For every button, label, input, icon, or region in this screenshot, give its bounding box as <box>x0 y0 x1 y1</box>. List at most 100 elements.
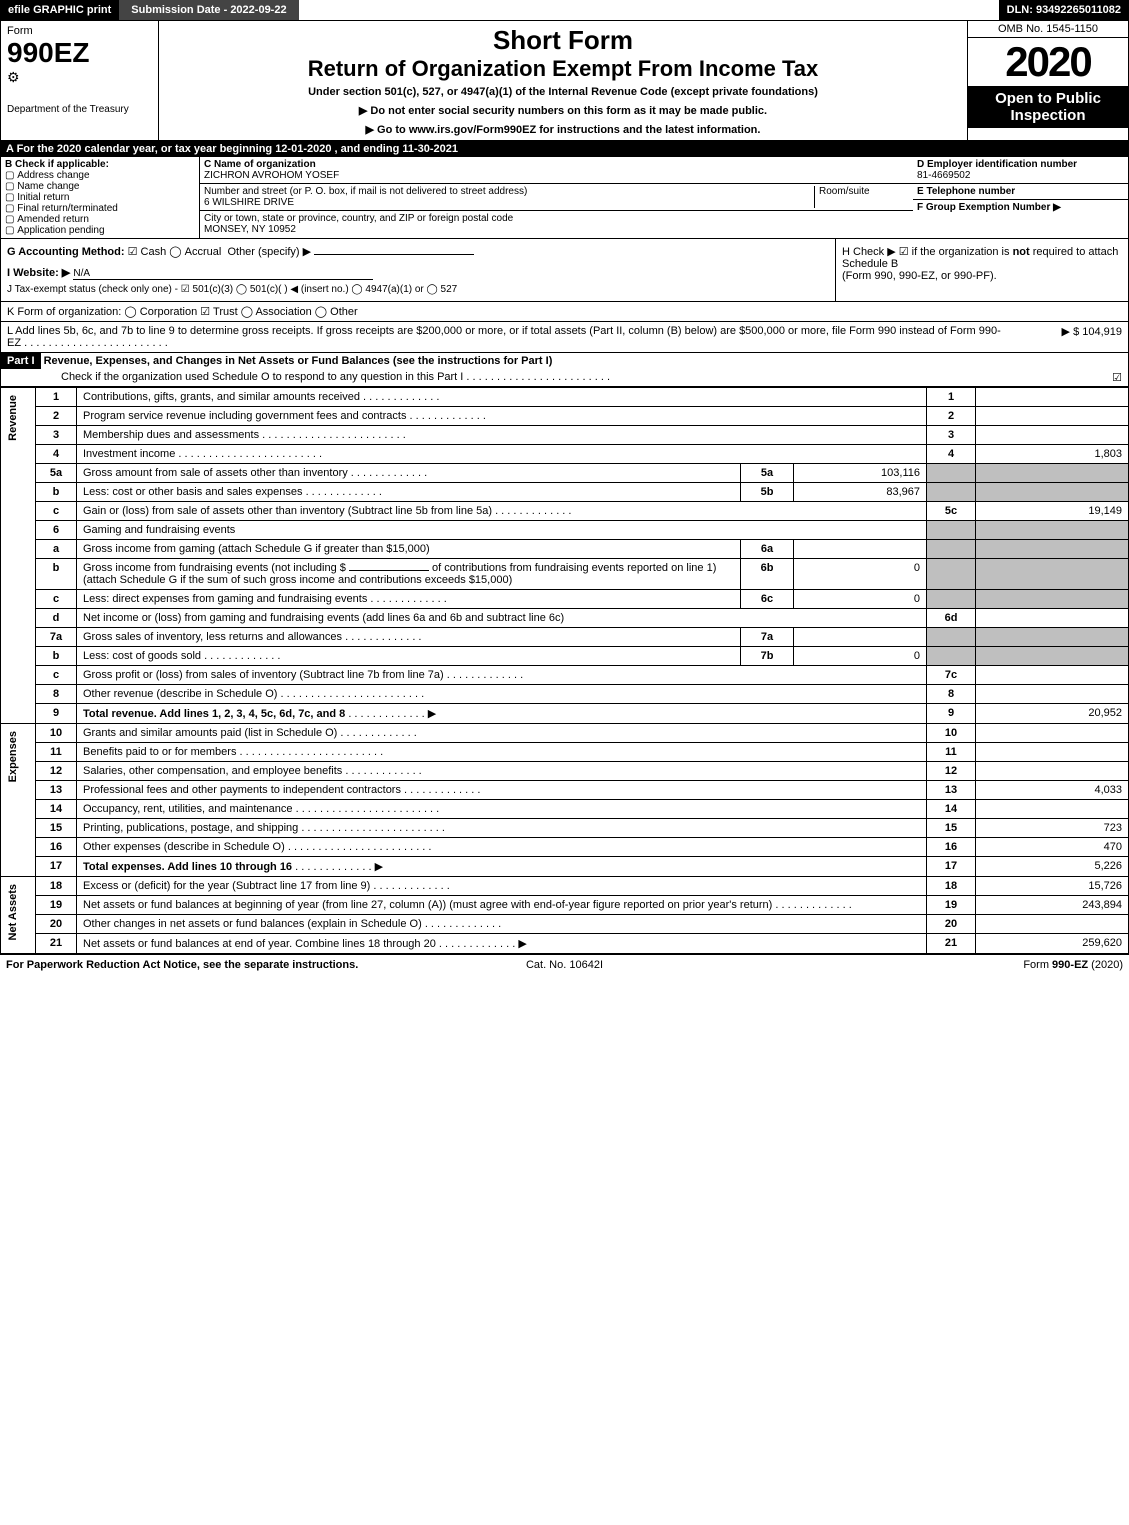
r5a-desc: Gross amount from sale of assets other t… <box>83 467 427 479</box>
r6b-d1: Gross income from fundraising events (no… <box>83 562 346 574</box>
r20-desc: Other changes in net assets or fund bala… <box>83 918 501 930</box>
r7a-sub: 7a <box>741 628 794 647</box>
part1-header: Part I Revenue, Expenses, and Changes in… <box>0 353 1129 387</box>
r5c-num: 5c <box>927 502 976 521</box>
r10-val <box>976 724 1129 743</box>
acct-other[interactable]: Other (specify) ▶ <box>227 246 311 258</box>
r7a-shade2 <box>976 628 1129 647</box>
gear-icon: ⚙ <box>7 69 152 86</box>
r12-val <box>976 762 1129 781</box>
box-e: E Telephone number <box>913 184 1128 200</box>
chk-amended[interactable]: ▢ Amended return <box>5 214 195 225</box>
r7b-sub: 7b <box>741 647 794 666</box>
box-c: C Name of organization ZICHRON AVROHOM Y… <box>200 157 913 238</box>
acct-cash[interactable]: Cash <box>141 246 167 258</box>
chk-name-change[interactable]: ▢ Name change <box>5 181 195 192</box>
chk-address-change[interactable]: ▢ Address change <box>5 170 195 181</box>
r19-desc: Net assets or fund balances at beginning… <box>83 899 852 911</box>
goto-link[interactable]: ▶ Go to www.irs.gov/Form990EZ for instru… <box>165 123 961 136</box>
r12-num: 12 <box>927 762 976 781</box>
r6b-subv: 0 <box>794 559 927 590</box>
r2-val <box>976 407 1129 426</box>
r6-desc: Gaming and fundraising events <box>77 521 927 540</box>
r18-num: 18 <box>927 877 976 896</box>
part1-chk[interactable]: ☑ <box>1112 371 1122 384</box>
r19-no: 19 <box>36 896 77 915</box>
r7a-desc: Gross sales of inventory, less returns a… <box>83 631 422 643</box>
r6b-sub: 6b <box>741 559 794 590</box>
r7b-shade <box>927 647 976 666</box>
r7a-subv <box>794 628 927 647</box>
chk-app-pending[interactable]: ▢ Application pending <box>5 225 195 236</box>
acct-accrual[interactable]: Accrual <box>185 246 222 258</box>
r7b-shade2 <box>976 647 1129 666</box>
opt-address-change: Address change <box>17 170 89 181</box>
org-name: ZICHRON AVROHOM YOSEF <box>204 170 339 181</box>
dept-treasury: Department of the Treasury <box>7 104 152 115</box>
r20-val <box>976 915 1129 934</box>
r20-no: 20 <box>36 915 77 934</box>
line-l-amount: ▶ $ 104,919 <box>1012 325 1122 349</box>
part1-tag: Part I <box>1 353 41 369</box>
r21-val: 259,620 <box>976 934 1129 954</box>
r6d-desc: Net income or (loss) from gaming and fun… <box>77 609 927 628</box>
r7c-desc: Gross profit or (loss) from sales of inv… <box>83 669 523 681</box>
city-box: City or town, state or province, country… <box>200 211 913 237</box>
r3-num: 3 <box>927 426 976 445</box>
r6b-no: b <box>36 559 77 590</box>
r7b-subv: 0 <box>794 647 927 666</box>
r11-desc: Benefits paid to or for members <box>83 746 383 758</box>
open-to-public: Open to Public Inspection <box>968 86 1128 128</box>
r7b-desc: Less: cost of goods sold <box>83 650 280 662</box>
top-bar: efile GRAPHIC print Submission Date - 20… <box>0 0 1129 20</box>
r14-no: 14 <box>36 800 77 819</box>
r13-val: 4,033 <box>976 781 1129 800</box>
r4-num: 4 <box>927 445 976 464</box>
r13-desc: Professional fees and other payments to … <box>83 784 480 796</box>
r5b-sub: 5b <box>741 483 794 502</box>
r6-shade <box>927 521 976 540</box>
ssn-warning: ▶ Do not enter social security numbers o… <box>165 104 961 117</box>
chk-final-return[interactable]: ▢ Final return/terminated <box>5 203 195 214</box>
opt-app-pending: Application pending <box>17 225 104 236</box>
room-suite-label: Room/suite <box>814 186 909 208</box>
r17-arrow: ▶ <box>375 861 383 873</box>
r15-num: 15 <box>927 819 976 838</box>
r10-num: 10 <box>927 724 976 743</box>
r6c-sub: 6c <box>741 590 794 609</box>
r5c-desc: Gain or (loss) from sale of assets other… <box>83 505 571 517</box>
netassets-vlabel: Net Assets <box>1 877 36 954</box>
line-h: H Check ▶ ☑ if the organization is not r… <box>835 239 1128 301</box>
r6c-shade <box>927 590 976 609</box>
r9-no: 9 <box>36 704 77 724</box>
part1-sub: Check if the organization used Schedule … <box>61 371 1112 384</box>
r6a-no: a <box>36 540 77 559</box>
chk-initial-return[interactable]: ▢ Initial return <box>5 192 195 203</box>
r16-num: 16 <box>927 838 976 857</box>
opt-initial-return: Initial return <box>17 192 69 203</box>
r5c-val: 19,149 <box>976 502 1129 521</box>
r9-val: 20,952 <box>976 704 1129 724</box>
gh-row: G Accounting Method: ☑ Cash ◯ Accrual Ot… <box>0 239 1129 302</box>
r3-desc: Membership dues and assessments <box>83 429 406 441</box>
r5b-no: b <box>36 483 77 502</box>
r20-num: 20 <box>927 915 976 934</box>
r7c-val <box>976 666 1129 685</box>
return-title: Return of Organization Exempt From Incom… <box>165 56 961 82</box>
street-label: Number and street (or P. O. box, if mail… <box>204 186 527 197</box>
opt-final-return: Final return/terminated <box>17 203 118 214</box>
r16-desc: Other expenses (describe in Schedule O) <box>83 841 431 853</box>
under-section-text: Under section 501(c), 527, or 4947(a)(1)… <box>165 86 961 98</box>
tax-year: 2020 <box>968 38 1128 86</box>
r7a-shade <box>927 628 976 647</box>
r14-val <box>976 800 1129 819</box>
r18-desc: Excess or (deficit) for the year (Subtra… <box>83 880 450 892</box>
r13-num: 13 <box>927 781 976 800</box>
r4-val: 1,803 <box>976 445 1129 464</box>
r18-no: 18 <box>36 877 77 896</box>
r5a-shade2 <box>976 464 1129 483</box>
city-label: City or town, state or province, country… <box>204 213 513 224</box>
opt-amended: Amended return <box>17 214 89 225</box>
efile-print-label: efile GRAPHIC print <box>0 0 119 20</box>
r6b-shade2 <box>976 559 1129 590</box>
